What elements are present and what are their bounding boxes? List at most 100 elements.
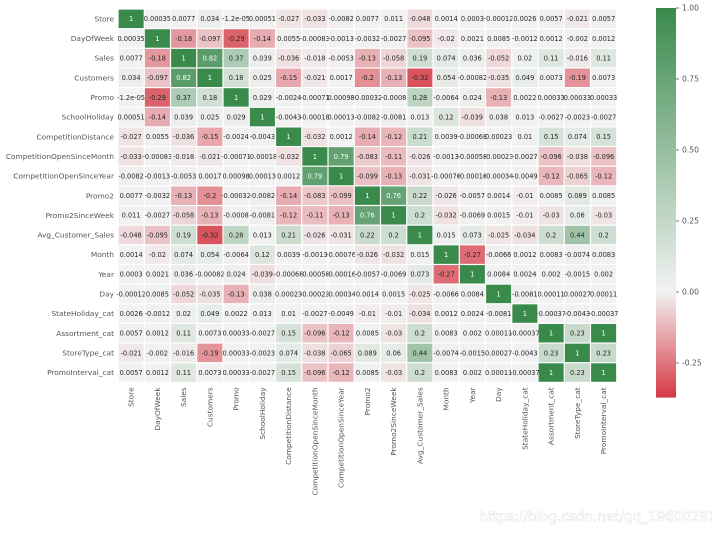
cell-value-label: 0.22 (360, 231, 375, 239)
cell-value-label: -0.039 (462, 113, 483, 121)
cell-value-label: 0.19 (413, 55, 428, 63)
heatmap-cell-promo2sinceweek-storetype-cat (564, 206, 590, 225)
row-label-promointerval-cat: PromoInterval_cat (47, 368, 114, 377)
heatmap-cell-promointerval-cat-stateholiday-cat (512, 363, 538, 382)
heatmap-cell-year-promointerval-cat (591, 265, 617, 284)
heatmap-cell-avg-customer-sales-assortment-cat (538, 225, 564, 245)
colorbar-segment (656, 280, 676, 284)
colorbar-segment (656, 241, 676, 245)
row-label-stateholiday-cat: StateHoliday_cat (51, 309, 114, 318)
heatmap-cell-promo2sinceweek-competitionopensinceyear (328, 206, 354, 225)
heatmap-cell-sales-year (459, 48, 485, 68)
cell-value-label: 0.049 (200, 310, 219, 318)
heatmap-cell-dayofweek-sales (171, 29, 197, 48)
row-label-avg-customer-sales: Avg_Customer_Sales (37, 231, 114, 240)
cell-value-label: -0.097 (199, 35, 220, 43)
cell-value-label: 0.00027 (485, 349, 512, 357)
colorbar-tick-label: 1.00 (682, 4, 699, 13)
heatmap-cell-storetype-cat-promointerval-cat (591, 343, 617, 363)
heatmap-cell-customers-storetype-cat (564, 68, 590, 87)
heatmap-cell-month-promointerval-cat (591, 245, 617, 264)
cell-value-label: 0.0084 (461, 290, 484, 298)
heatmap-cell-customers-year (459, 68, 485, 87)
cell-value-label: -0.0013 (433, 153, 458, 161)
colorbar-segment (656, 174, 676, 179)
heatmap-cell-competitiondistance-year (459, 127, 485, 146)
cell-value-label: -0.01 (359, 310, 376, 318)
cell-value-label: 1 (260, 113, 264, 121)
cell-value-label: 0.0073 (592, 74, 615, 82)
heatmap-cell-assortment-cat-storetype-cat (564, 324, 590, 343)
cell-value-label: 0.074 (279, 349, 298, 357)
heatmap-cell-promo2-avg-customer-sales (407, 186, 433, 205)
colorbar-segment (656, 202, 676, 206)
heatmap-cell-dayofweek-day (486, 29, 512, 48)
cell-value-label: 0.0055 (146, 133, 169, 141)
cell-value-label: 0.0083 (435, 369, 458, 377)
heatmap-cell-day-storetype-cat (564, 284, 590, 304)
cell-value-label: 0.18 (203, 94, 218, 102)
cell-value-label: -0.0027 (591, 113, 616, 121)
column-label-sales: Sales (179, 387, 188, 407)
column-label-year: Year (468, 386, 477, 404)
heatmap-cell-dayofweek-store (118, 29, 144, 48)
heatmap-cell-month-promo2sinceweek (381, 245, 407, 264)
row-label-promo2sinceweek: Promo2SinceWeek (46, 211, 115, 220)
heatmap-cell-promo2sinceweek-schoolholiday (249, 206, 275, 225)
cell-value-label: -0.19 (201, 349, 218, 357)
colorbar-segment (656, 108, 676, 112)
cell-value-label: 0.00011 (485, 369, 512, 377)
cell-value-label: 0.79 (308, 172, 323, 180)
cell-value-label: 0.0026 (120, 310, 143, 318)
heatmap-cell-competitionopensincemonth-promo2 (354, 147, 380, 166)
heatmap-cell-stateholiday-cat-store (118, 304, 144, 323)
cell-value-label: -0.0012 (145, 310, 170, 318)
cell-value-label: -0.026 (409, 153, 430, 161)
cell-value-label: 0.0057 (592, 15, 615, 23)
heatmap-cell-dayofweek-avg-customer-sales (407, 29, 433, 48)
cell-value-label: 1 (602, 330, 606, 338)
heatmap-cell-storetype-cat-competitiondistance (276, 343, 302, 363)
heatmap-cell-competitionopensinceyear-promo2sinceweek (381, 166, 407, 186)
heatmap-cell-schoolholiday-dayofweek (144, 107, 170, 127)
heatmap-cell-day-schoolholiday (249, 284, 275, 304)
cell-value-label: -0.048 (120, 231, 141, 239)
heatmap-cell-competitionopensinceyear-promointerval-cat (591, 166, 617, 186)
cell-value-label: 0.2 (415, 369, 426, 377)
heatmap-cell-customers-dayofweek (144, 68, 170, 87)
heatmap-cell-assortment-cat-competitiondistance (276, 324, 302, 343)
colorbar-segment (656, 221, 676, 226)
colorbar-segment (656, 299, 676, 304)
cell-value-label: -0.0053 (328, 55, 353, 63)
cell-value-label: -0.00082 (195, 271, 225, 279)
cell-value-label: 0.44 (413, 349, 428, 357)
heatmap-cell-year-month (433, 265, 459, 284)
cell-value-label: -0.0027 (250, 369, 275, 377)
cell-value-label: 0.23 (596, 349, 611, 357)
heatmap-cell-month-promo2 (354, 245, 380, 264)
heatmap-cell-competitionopensinceyear-sales (171, 166, 197, 186)
colorbar-segment (656, 44, 676, 48)
heatmap-cell-promointerval-cat-store (118, 363, 144, 382)
heatmap-cell-competitiondistance-competitionopensinceyear (328, 127, 354, 146)
colorbar-segment (656, 313, 676, 318)
heatmap-cell-avg-customer-sales-year (459, 225, 485, 245)
cell-value-label: 0.0012 (146, 369, 169, 377)
colorbar-segment (656, 260, 676, 265)
cell-value-label: -0.0082 (118, 172, 143, 180)
cell-value-label: -0.00068 (274, 271, 304, 279)
cell-value-label: 0.23 (544, 349, 559, 357)
row-label-dayofweek: DayOfWeek (71, 34, 115, 43)
heatmap-cell-competitionopensinceyear-schoolholiday (249, 166, 275, 186)
heatmap-cell-schoolholiday-promo2 (354, 107, 380, 127)
cell-value-label: 0.11 (176, 330, 191, 338)
colorbar-segment (656, 169, 676, 173)
colorbar-segment (656, 246, 676, 251)
heatmap-cell-store-avg-customer-sales (407, 9, 433, 29)
cell-value-label: 0.0012 (146, 330, 169, 338)
cell-value-label: -0.0043 (512, 349, 537, 357)
heatmap-cell-competitiondistance-customers (197, 127, 223, 146)
heatmap-cell-competitiondistance-promo2sinceweek (381, 127, 407, 146)
heatmap-cell-promo2-competitiondistance (276, 186, 302, 205)
colorbar-segment (656, 338, 676, 343)
